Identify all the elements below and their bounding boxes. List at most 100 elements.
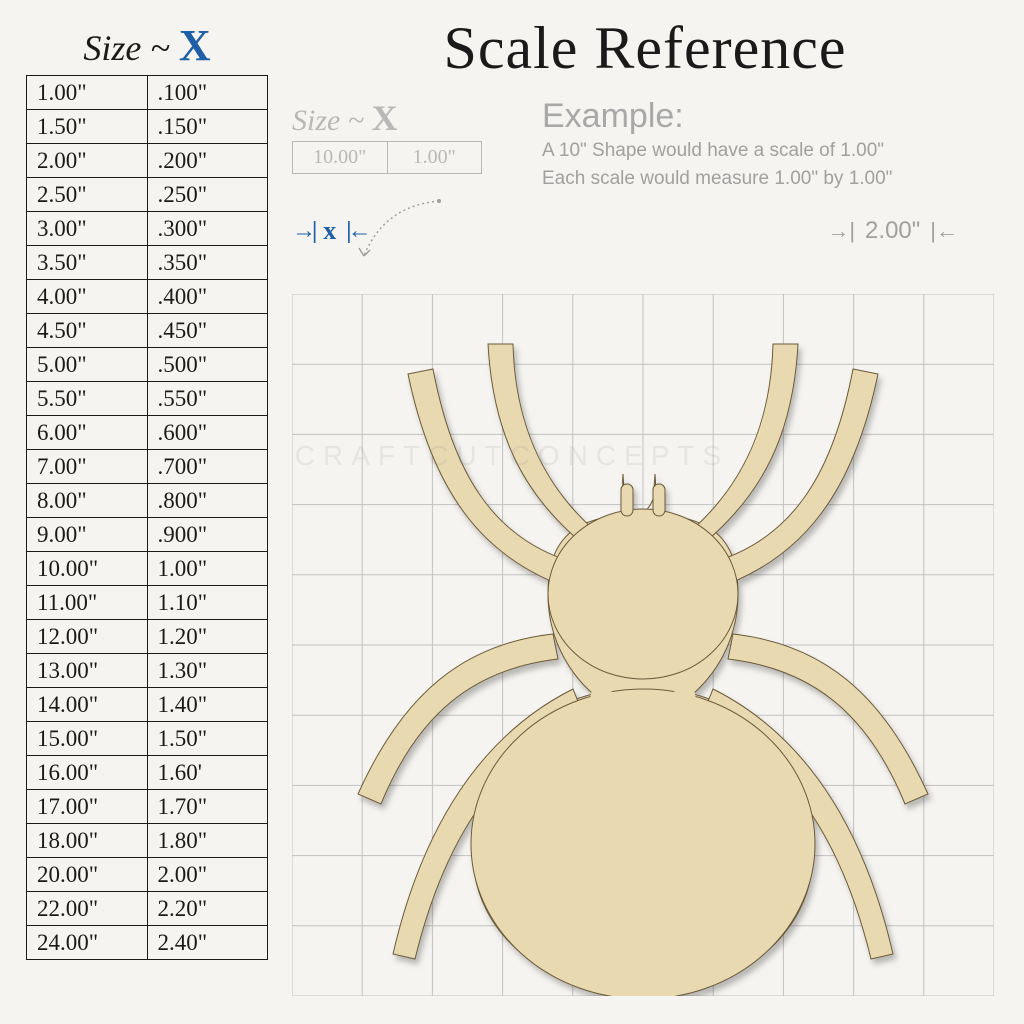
table-cell: 1.50": [27, 110, 148, 144]
mini-cell-left: 10.00": [293, 142, 388, 173]
table-cell: 4.00": [27, 280, 148, 314]
table-cell: 16.00": [27, 756, 148, 790]
table-cell: 8.00": [27, 484, 148, 518]
table-cell: 22.00": [27, 892, 148, 926]
table-cell: .600": [147, 416, 268, 450]
mini-header: Size ~ X: [292, 97, 512, 139]
table-cell: 1.70": [147, 790, 268, 824]
table-cell: .900": [147, 518, 268, 552]
table-row: 16.00"1.60': [27, 756, 268, 790]
table-row: 18.00"1.80": [27, 824, 268, 858]
table-row: 24.00"2.40": [27, 926, 268, 960]
table-cell: 24.00": [27, 926, 148, 960]
arrow-right-icon: →|: [292, 218, 313, 245]
table-cell: 1.80": [147, 824, 268, 858]
table-row: 3.50".350": [27, 246, 268, 280]
table-cell: 1.50": [147, 722, 268, 756]
size-table: 1.00".100"1.50".150"2.00".200"2.50".250"…: [26, 75, 268, 960]
table-cell: 1.30": [147, 654, 268, 688]
x-label: x: [323, 216, 336, 246]
table-row: 1.50".150": [27, 110, 268, 144]
mini-table: 10.00" 1.00": [292, 141, 482, 174]
table-row: 9.00".900": [27, 518, 268, 552]
table-row: 4.00".400": [27, 280, 268, 314]
size-x: X: [179, 21, 211, 70]
table-cell: 1.10": [147, 586, 268, 620]
table-row: 4.50".450": [27, 314, 268, 348]
table-cell: 15.00": [27, 722, 148, 756]
example-line1: A 10" Shape would have a scale of 1.00": [542, 138, 998, 164]
main-title: Scale Reference: [292, 14, 998, 83]
table-row: 12.00"1.20": [27, 620, 268, 654]
table-cell: 3.00": [27, 212, 148, 246]
table-row: 14.00"1.40": [27, 688, 268, 722]
size-header: Size ~ X: [26, 20, 268, 71]
table-cell: .250": [147, 178, 268, 212]
size-prefix: Size ~: [83, 28, 178, 68]
table-row: 2.00".200": [27, 144, 268, 178]
table-row: 10.00"1.00": [27, 552, 268, 586]
table-row: 7.00".700": [27, 450, 268, 484]
table-row: 8.00".800": [27, 484, 268, 518]
table-row: 22.00"2.20": [27, 892, 268, 926]
table-cell: 1.00": [147, 552, 268, 586]
table-cell: 2.50": [27, 178, 148, 212]
table-cell: 1.20": [147, 620, 268, 654]
table-cell: .550": [147, 382, 268, 416]
table-cell: 3.50": [27, 246, 148, 280]
table-cell: 18.00": [27, 824, 148, 858]
table-cell: 2.40": [147, 926, 268, 960]
table-cell: 1.60': [147, 756, 268, 790]
reference-row: Size ~ X 10.00" 1.00" Example: A 10" Sha…: [292, 97, 998, 191]
table-row: 2.50".250": [27, 178, 268, 212]
table-cell: .500": [147, 348, 268, 382]
table-cell: 1.40": [147, 688, 268, 722]
table-cell: .400": [147, 280, 268, 314]
mini-size-block: Size ~ X 10.00" 1.00": [292, 97, 512, 174]
example-title: Example:: [542, 97, 998, 136]
table-cell: 11.00": [27, 586, 148, 620]
indicator-row: →| x |← →| 2.00" |←: [292, 209, 998, 253]
table-cell: .350": [147, 246, 268, 280]
table-cell: 17.00": [27, 790, 148, 824]
arrow-left-icon: |←: [346, 218, 367, 245]
table-cell: 14.00": [27, 688, 148, 722]
scale-grid: [292, 294, 994, 996]
table-row: 11.00"1.10": [27, 586, 268, 620]
table-cell: .200": [147, 144, 268, 178]
table-cell: 10.00": [27, 552, 148, 586]
table-cell: 13.00": [27, 654, 148, 688]
table-row: 17.00"1.70": [27, 790, 268, 824]
right-column: Scale Reference Size ~ X 10.00" 1.00" Ex…: [292, 20, 998, 1004]
table-cell: .450": [147, 314, 268, 348]
table-cell: .800": [147, 484, 268, 518]
table-cell: .100": [147, 76, 268, 110]
left-column: Size ~ X 1.00".100"1.50".150"2.00".200"2…: [26, 20, 268, 1004]
table-cell: .300": [147, 212, 268, 246]
table-cell: 5.00": [27, 348, 148, 382]
mini-cell-right: 1.00": [388, 142, 482, 173]
table-row: 5.00".500": [27, 348, 268, 382]
table-row: 15.00"1.50": [27, 722, 268, 756]
table-cell: 2.00": [147, 858, 268, 892]
x-indicator: →| x |←: [292, 216, 368, 246]
table-cell: 7.00": [27, 450, 148, 484]
table-cell: 12.00": [27, 620, 148, 654]
table-cell: 20.00": [27, 858, 148, 892]
arrow-left-icon: |←: [930, 218, 958, 244]
table-row: 3.00".300": [27, 212, 268, 246]
example-block: Example: A 10" Shape would have a scale …: [542, 97, 998, 191]
table-row: 6.00".600": [27, 416, 268, 450]
table-cell: 2.20": [147, 892, 268, 926]
table-cell: 1.00": [27, 76, 148, 110]
table-row: 13.00"1.30": [27, 654, 268, 688]
example-line2: Each scale would measure 1.00" by 1.00": [542, 166, 998, 192]
table-row: 1.00".100": [27, 76, 268, 110]
table-cell: .150": [147, 110, 268, 144]
table-cell: 2.00": [27, 144, 148, 178]
arrow-right-icon: →|: [827, 218, 855, 244]
scale-label: 2.00": [865, 217, 920, 245]
table-cell: 6.00": [27, 416, 148, 450]
table-cell: 4.50": [27, 314, 148, 348]
table-cell: 9.00": [27, 518, 148, 552]
